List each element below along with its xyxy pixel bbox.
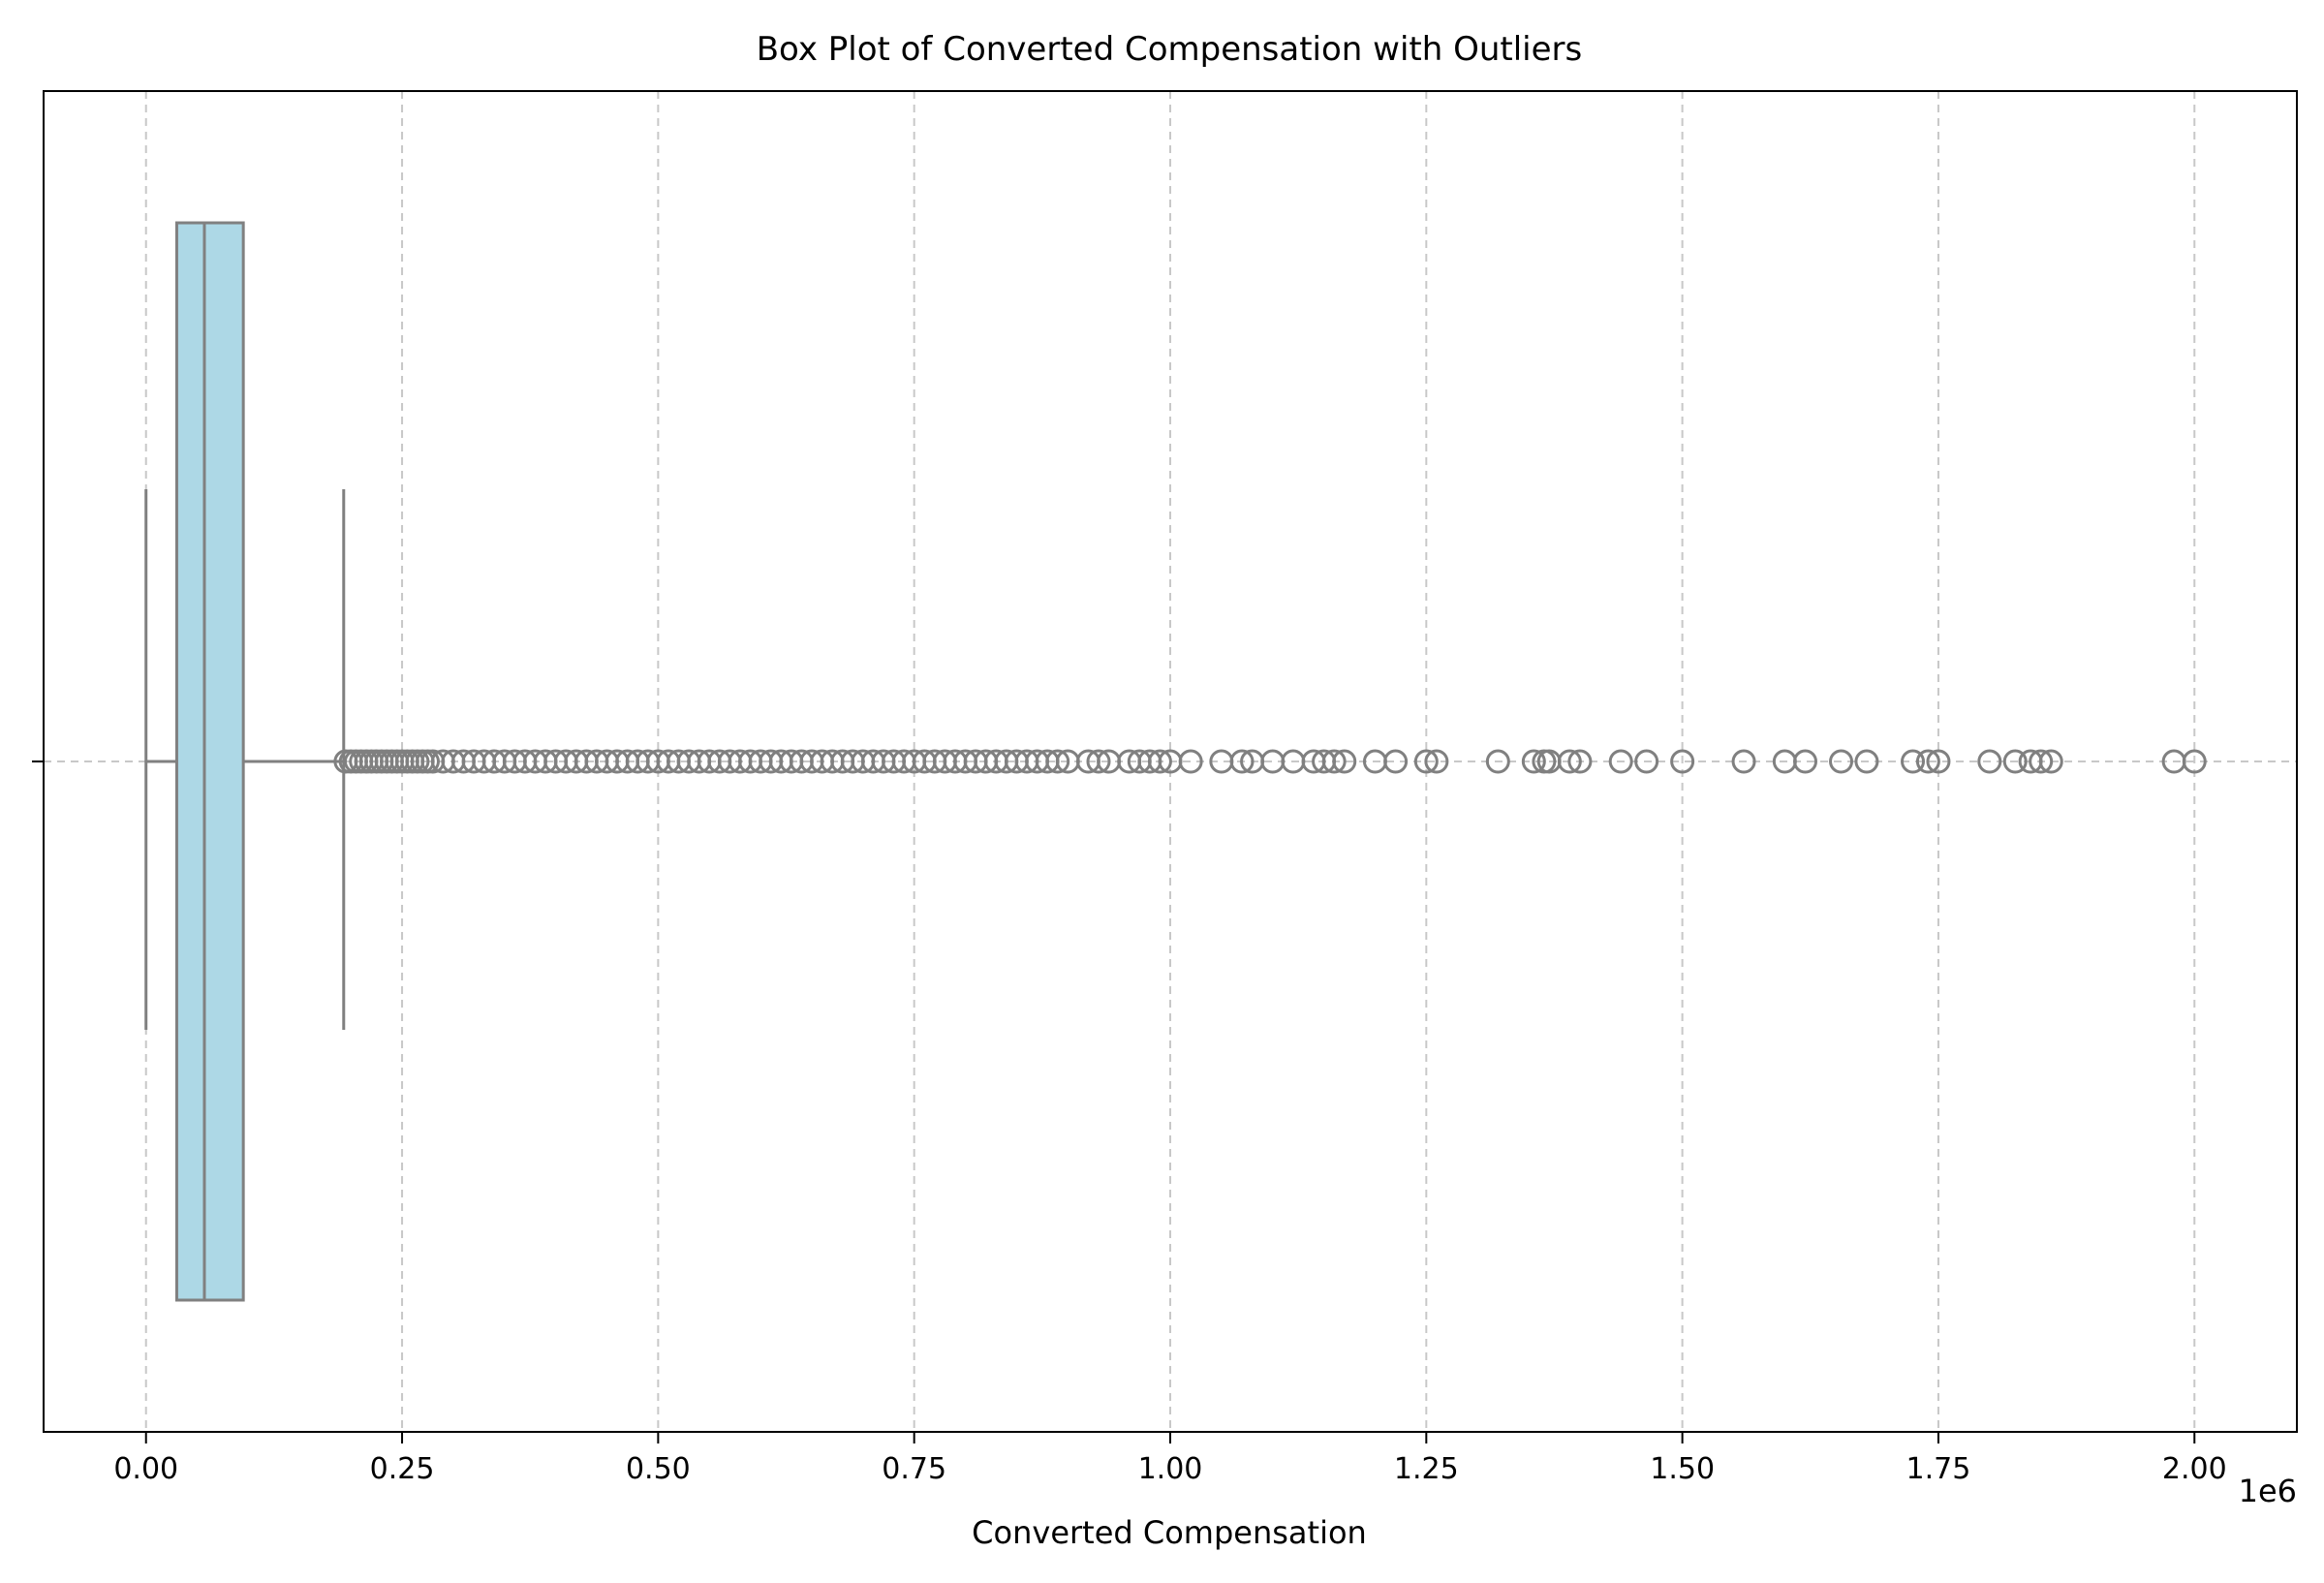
outlier-point	[1557, 749, 1582, 774]
outlier-points	[333, 749, 2207, 774]
outlier-point	[1926, 749, 1951, 774]
outlier-point	[1901, 749, 1926, 774]
x-tick-label: 1.75	[1906, 1452, 1971, 1486]
x-tick-label: 0.25	[370, 1452, 435, 1486]
outlier-point	[2182, 749, 2207, 774]
outlier-point	[1332, 749, 1357, 774]
outlier-point	[1485, 749, 1510, 774]
box-plot	[144, 221, 346, 1302]
x-tick-label: 2.00	[2162, 1452, 2227, 1486]
x-axis-label: Converted Compensation	[972, 1514, 1367, 1551]
outlier-point	[1086, 749, 1111, 774]
x-tick-label: 0.75	[882, 1452, 946, 1486]
outlier-point	[2038, 749, 2063, 774]
x-tick-label: 1.00	[1138, 1452, 1203, 1486]
outlier-point	[2002, 749, 2028, 774]
outlier-point	[1383, 749, 1409, 774]
outlier-point	[1321, 749, 1347, 774]
outlier-point	[1229, 749, 1255, 774]
outlier-point	[1413, 749, 1439, 774]
outlier-point	[1045, 749, 1070, 774]
outlier-point	[1608, 749, 1633, 774]
outlier-point	[1424, 749, 1449, 774]
outlier-point	[1854, 749, 1879, 774]
outlier-point	[1521, 749, 1546, 774]
x-axis-offset-label: 1e6	[2239, 1473, 2297, 1509]
outlier-point	[1670, 749, 1695, 774]
outlier-point	[1793, 749, 1818, 774]
x-tick-label: 1.25	[1394, 1452, 1459, 1486]
outlier-point	[1634, 749, 1659, 774]
x-tick-label: 0.00	[113, 1452, 178, 1486]
x-tick-label: 0.50	[626, 1452, 691, 1486]
outlier-point	[1147, 749, 1172, 774]
outlier-point	[1829, 749, 1854, 774]
outlier-point	[1977, 749, 2002, 774]
outlier-point	[2029, 749, 2054, 774]
chart-title: Box Plot of Converted Compensation with …	[757, 30, 1583, 69]
outlier-point	[1915, 749, 1940, 774]
outlier-point	[1567, 749, 1593, 774]
x-tick-label: 1.50	[1650, 1452, 1715, 1486]
interquartile-box	[174, 221, 245, 1302]
x-axis-ticks: 0.00 0.25 0.50 0.75 1.00 1.25 1.50 1.75 2.00	[113, 1432, 2227, 1486]
outlier-point	[1178, 749, 1203, 774]
outlier-point	[1731, 749, 1756, 774]
